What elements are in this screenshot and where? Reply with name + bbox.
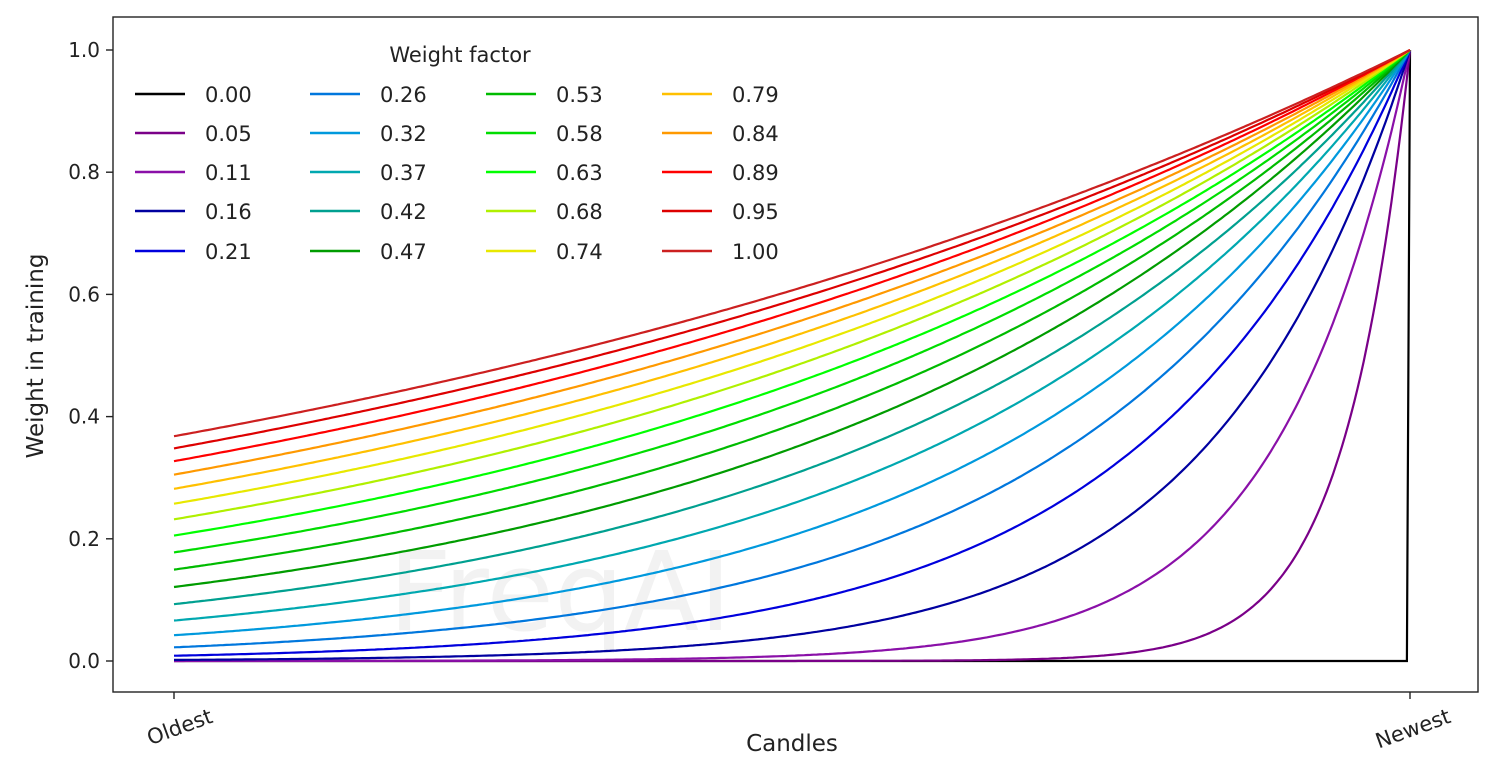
series-line-0.26 [173, 49, 1411, 649]
legend-label: 0.00 [205, 83, 252, 107]
series-line-0.53 [173, 49, 1411, 571]
y-axis: 0.0 0.2 0.4 0.6 0.8 1.0 [68, 38, 113, 673]
legend-label: 0.79 [732, 83, 779, 107]
legend-label: 0.89 [732, 161, 779, 185]
x-tick-label: Oldest [144, 704, 216, 750]
x-tick-label: Newest [1372, 704, 1453, 753]
y-tick-label: 0.2 [68, 527, 100, 551]
y-tick-label: 1.0 [68, 38, 100, 62]
series-line-0.63 [173, 49, 1411, 537]
series-line-0.79 [173, 49, 1411, 490]
y-tick-label: 0.0 [68, 649, 100, 673]
legend-label: 0.16 [205, 200, 252, 224]
y-tick-label: 0.6 [68, 282, 100, 306]
legend-label: 0.84 [732, 122, 779, 146]
series-line-0.84 [173, 49, 1411, 476]
series-lines [173, 49, 1412, 663]
legend-label: 0.74 [556, 240, 603, 264]
series-line-0.11 [174, 49, 1412, 663]
series-line-0.47 [173, 49, 1411, 589]
x-axis: Oldest Newest Candles [144, 692, 1454, 757]
series-line-0.74 [173, 49, 1411, 505]
legend-label: 0.42 [380, 200, 427, 224]
series-line-0.21 [174, 49, 1412, 657]
legend-label: 0.37 [380, 161, 427, 185]
series-line-0.58 [173, 49, 1411, 554]
legend-label: 0.95 [732, 200, 779, 224]
legend-label: 0.63 [556, 161, 603, 185]
legend-label: 0.05 [205, 122, 252, 146]
y-tick-label: 0.8 [68, 160, 100, 184]
legend-label: 0.26 [380, 83, 427, 107]
series-line-0.16 [174, 49, 1412, 661]
legend-label: 0.68 [556, 200, 603, 224]
legend-label: 0.53 [556, 83, 603, 107]
plot-frame [112, 16, 1479, 693]
y-tick-label: 0.4 [68, 405, 100, 429]
x-axis-label: Candles [746, 731, 838, 757]
legend-label: 0.58 [556, 122, 603, 146]
series-line-0.32 [173, 49, 1411, 637]
legend-label: 0.21 [205, 240, 252, 264]
legend-label: 0.32 [380, 122, 427, 146]
legend-label: 0.47 [380, 240, 427, 264]
series-line-1.00 [173, 49, 1411, 438]
series-line-0.95 [173, 49, 1411, 450]
series-line-0.68 [173, 49, 1411, 521]
y-axis-label: Weight in training [23, 254, 49, 459]
legend: Weight factor 0.00 0.05 0.11 0.16 0.21 0.26 0.… [135, 43, 779, 264]
legend-title: Weight factor [389, 43, 531, 67]
legend-label: 1.00 [732, 240, 779, 264]
series-line-0.42 [173, 49, 1411, 606]
series-line-0.89 [173, 49, 1411, 463]
series-line-0.37 [173, 49, 1411, 622]
legend-label: 0.11 [205, 161, 252, 185]
